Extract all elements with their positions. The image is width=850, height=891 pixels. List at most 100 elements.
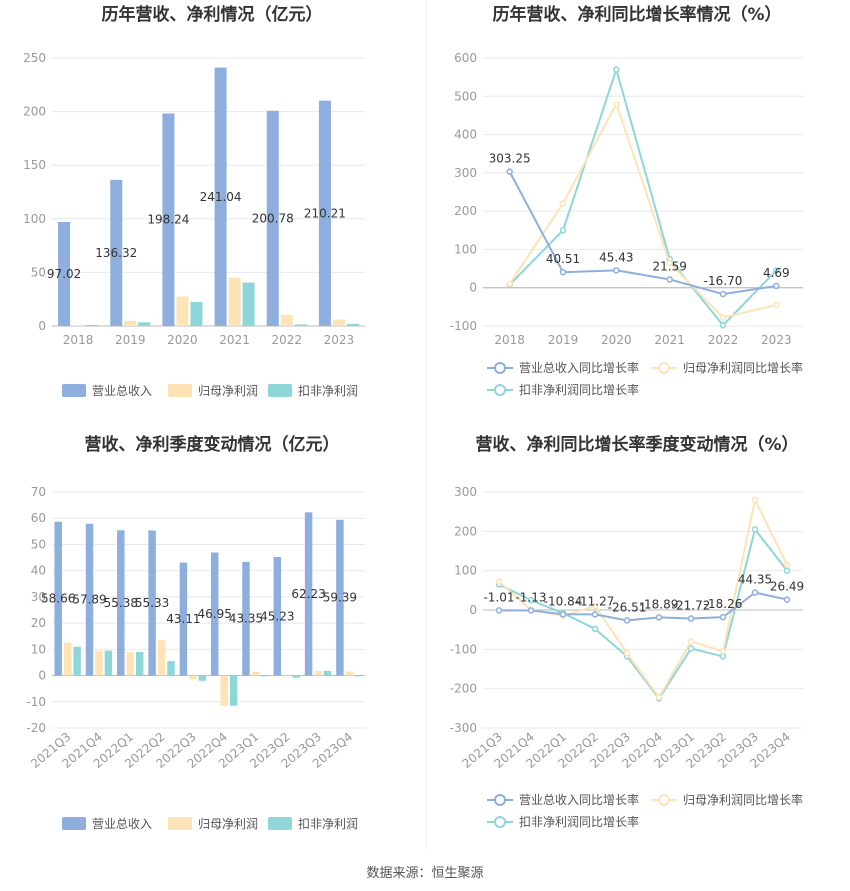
bar (273, 556, 282, 676)
bar (346, 323, 359, 326)
data-point (559, 268, 567, 276)
y-tick-label: 0 (38, 669, 46, 683)
bar (336, 519, 344, 676)
bar (228, 277, 241, 326)
data-label: 210.21 (304, 206, 346, 220)
data-point (655, 694, 663, 701)
bar (72, 325, 85, 326)
series-line (498, 527, 788, 701)
legend-label: 归母净利润 (198, 817, 258, 831)
y-tick-label: 70 (31, 485, 46, 499)
chart-svg: 历年营收、净利情况（亿元） 0 50 100 150 200 250 2018 2019 2020… (23, 4, 365, 398)
bar (242, 561, 250, 676)
data-label: 40.51 (546, 252, 580, 266)
bar (198, 675, 207, 681)
data-label: 26.49 (770, 580, 804, 594)
legend-marker (494, 384, 506, 396)
y-tick-label: 300 (454, 166, 477, 180)
data-point (591, 602, 599, 610)
legend-label: 归母净利润 (198, 384, 258, 398)
bar (210, 552, 219, 676)
data-point (655, 614, 663, 621)
x-tick-label: 2018 (494, 333, 525, 347)
data-label: 200.78 (252, 211, 294, 225)
x-tick-label: 2021 (654, 333, 685, 347)
y-tick-label: 300 (454, 485, 477, 499)
data-point (687, 645, 695, 652)
data-label: -1.13 (515, 590, 546, 604)
legend-swatch (62, 384, 86, 397)
legend-swatch (168, 384, 192, 397)
data-point (666, 276, 673, 283)
bar (157, 640, 166, 676)
x-tick-label: 2023 (324, 333, 355, 347)
chart-title: 营收、净利同比增长率季度变动情况（%） (475, 434, 798, 455)
bar (176, 296, 189, 326)
bar (135, 651, 144, 676)
bar (332, 319, 345, 326)
legend-label: 扣非净利润 (298, 817, 358, 831)
data-label: 21.59 (652, 259, 686, 273)
chart-title: 历年营收、净利情况（亿元） (102, 4, 323, 25)
data-point (687, 638, 695, 645)
data-point (773, 267, 780, 274)
bar (86, 324, 99, 326)
legend-swatch (268, 817, 292, 830)
data-label: 59.39 (323, 591, 357, 605)
y-tick-label: -20 (26, 721, 46, 735)
data-point (527, 607, 535, 614)
data-label: 136.32 (95, 246, 137, 260)
bar (179, 562, 188, 676)
bar (251, 671, 260, 676)
data-point (613, 267, 620, 274)
bar (95, 650, 103, 676)
chart-title: 营收、净利季度变动情况（亿元） (85, 434, 340, 455)
data-point (623, 650, 631, 657)
data-label: 43.11 (166, 612, 200, 626)
data-point (719, 648, 727, 655)
data-label: -1.01 (483, 590, 514, 604)
data-label: -11.27 (576, 594, 615, 608)
y-tick-label: 250 (23, 51, 46, 65)
y-tick-label: 100 (454, 242, 477, 256)
data-point (719, 321, 727, 329)
legend-marker (494, 816, 506, 828)
data-label: 45.43 (599, 250, 633, 264)
bar (266, 110, 279, 326)
x-tick-label: 2018 (63, 333, 94, 347)
bar (323, 670, 332, 676)
x-tick-label: 2021 (219, 333, 250, 347)
chart-svg: 营收、净利季度变动情况（亿元）-20-100102030405060702021… (26, 434, 365, 831)
data-point (751, 526, 759, 533)
legend-swatch (168, 817, 192, 830)
bar (345, 671, 354, 676)
bar (73, 646, 81, 676)
y-tick-label: 100 (454, 564, 477, 578)
bar (124, 320, 137, 326)
annual-revenue-profit-chart: 历年营收、净利情况（亿元） 0 50 100 150 200 250 2018 2019 2020… (0, 0, 425, 430)
legend-marker (658, 794, 670, 806)
legend-label: 营业总收入同比增长率 (519, 792, 639, 807)
data-point (719, 613, 727, 621)
bar (261, 675, 269, 677)
data-label: -16.70 (704, 274, 743, 288)
y-tick-label: 400 (454, 128, 477, 142)
data-point (623, 617, 631, 624)
y-tick-label: 50 (31, 537, 46, 551)
data-point (506, 280, 513, 288)
bar (63, 642, 72, 676)
data-label: 303.25 (489, 152, 531, 166)
data-label: 198.24 (147, 213, 189, 227)
data-label: 58.66 (41, 592, 75, 606)
legend-label: 归母净利润同比增长率 (683, 360, 803, 375)
data-point (773, 282, 780, 290)
series-line (508, 171, 777, 296)
panel-divider (426, 0, 427, 850)
data-label: 97.02 (47, 267, 81, 281)
chart-svg: 历年营收、净利同比增长率情况（%） -100 0 100 200 300 400 500 600… (450, 4, 803, 397)
bar (280, 314, 293, 326)
data-point (719, 314, 727, 321)
legend-label: 营业总收入同比增长率 (519, 360, 639, 375)
bar (162, 113, 175, 326)
y-tick-label: 100 (23, 212, 46, 226)
